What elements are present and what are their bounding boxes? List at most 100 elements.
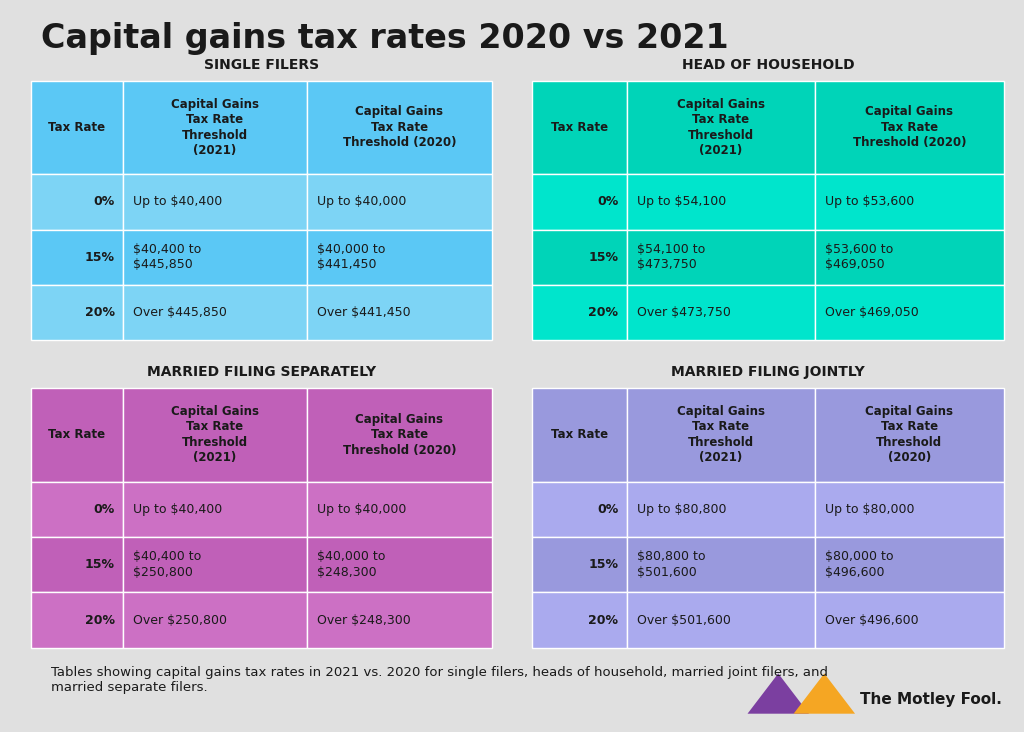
FancyBboxPatch shape xyxy=(307,482,492,537)
FancyBboxPatch shape xyxy=(123,174,307,230)
Text: HEAD OF HOUSEHOLD: HEAD OF HOUSEHOLD xyxy=(682,58,854,72)
FancyBboxPatch shape xyxy=(31,388,123,482)
FancyBboxPatch shape xyxy=(627,537,815,592)
FancyBboxPatch shape xyxy=(307,230,492,285)
FancyBboxPatch shape xyxy=(31,174,123,230)
FancyBboxPatch shape xyxy=(31,230,123,285)
Text: MARRIED FILING SEPARATELY: MARRIED FILING SEPARATELY xyxy=(146,365,376,379)
Text: Capital Gains
Tax Rate
Threshold
(2020): Capital Gains Tax Rate Threshold (2020) xyxy=(865,405,953,465)
FancyBboxPatch shape xyxy=(627,174,815,230)
FancyBboxPatch shape xyxy=(627,81,815,174)
FancyBboxPatch shape xyxy=(815,174,1004,230)
Text: The Motley Fool.: The Motley Fool. xyxy=(860,692,1002,706)
FancyBboxPatch shape xyxy=(31,537,123,592)
Polygon shape xyxy=(748,673,809,714)
FancyBboxPatch shape xyxy=(307,592,492,648)
Text: $40,000 to
$248,300: $40,000 to $248,300 xyxy=(317,550,386,579)
FancyBboxPatch shape xyxy=(627,230,815,285)
Text: Over $496,600: Over $496,600 xyxy=(825,613,919,627)
Text: Tax Rate: Tax Rate xyxy=(551,428,608,441)
Text: Capital gains tax rates 2020 vs 2021: Capital gains tax rates 2020 vs 2021 xyxy=(41,22,729,55)
Text: 20%: 20% xyxy=(589,306,618,319)
FancyBboxPatch shape xyxy=(123,537,307,592)
Text: Capital Gains
Tax Rate
Threshold
(2021): Capital Gains Tax Rate Threshold (2021) xyxy=(677,405,765,465)
FancyBboxPatch shape xyxy=(815,482,1004,537)
Polygon shape xyxy=(794,673,855,714)
FancyBboxPatch shape xyxy=(123,230,307,285)
Text: $40,000 to
$441,450: $40,000 to $441,450 xyxy=(317,243,386,272)
FancyBboxPatch shape xyxy=(532,482,627,537)
FancyBboxPatch shape xyxy=(532,174,627,230)
Text: Over $445,850: Over $445,850 xyxy=(133,306,227,319)
Text: Over $250,800: Over $250,800 xyxy=(133,613,227,627)
FancyBboxPatch shape xyxy=(532,592,627,648)
FancyBboxPatch shape xyxy=(31,285,123,340)
Text: 0%: 0% xyxy=(93,503,115,516)
Text: 0%: 0% xyxy=(597,503,618,516)
Text: Over $501,600: Over $501,600 xyxy=(637,613,731,627)
FancyBboxPatch shape xyxy=(123,388,307,482)
Text: $40,400 to
$250,800: $40,400 to $250,800 xyxy=(133,550,202,579)
Text: SINGLE FILERS: SINGLE FILERS xyxy=(204,58,318,72)
FancyBboxPatch shape xyxy=(627,592,815,648)
Text: Capital Gains
Tax Rate
Threshold
(2021): Capital Gains Tax Rate Threshold (2021) xyxy=(171,405,259,465)
Text: Up to $40,000: Up to $40,000 xyxy=(317,195,407,209)
Text: Up to $80,800: Up to $80,800 xyxy=(637,503,726,516)
Text: 20%: 20% xyxy=(589,613,618,627)
FancyBboxPatch shape xyxy=(815,388,1004,482)
FancyBboxPatch shape xyxy=(815,537,1004,592)
FancyBboxPatch shape xyxy=(123,81,307,174)
FancyBboxPatch shape xyxy=(532,537,627,592)
FancyBboxPatch shape xyxy=(815,81,1004,174)
Text: 0%: 0% xyxy=(597,195,618,209)
Text: 15%: 15% xyxy=(85,559,115,571)
Text: 20%: 20% xyxy=(85,306,115,319)
FancyBboxPatch shape xyxy=(307,81,492,174)
Text: Capital Gains
Tax Rate
Threshold (2020): Capital Gains Tax Rate Threshold (2020) xyxy=(343,105,456,149)
Text: $54,100 to
$473,750: $54,100 to $473,750 xyxy=(637,243,706,272)
FancyBboxPatch shape xyxy=(307,285,492,340)
Text: MARRIED FILING JOINTLY: MARRIED FILING JOINTLY xyxy=(671,365,865,379)
FancyBboxPatch shape xyxy=(307,388,492,482)
FancyBboxPatch shape xyxy=(815,285,1004,340)
FancyBboxPatch shape xyxy=(815,230,1004,285)
FancyBboxPatch shape xyxy=(627,482,815,537)
Text: $53,600 to
$469,050: $53,600 to $469,050 xyxy=(825,243,894,272)
Text: Over $473,750: Over $473,750 xyxy=(637,306,731,319)
Text: Capital Gains
Tax Rate
Threshold (2020): Capital Gains Tax Rate Threshold (2020) xyxy=(343,413,456,457)
FancyBboxPatch shape xyxy=(532,230,627,285)
Text: Capital Gains
Tax Rate
Threshold (2020): Capital Gains Tax Rate Threshold (2020) xyxy=(853,105,966,149)
Text: 15%: 15% xyxy=(85,251,115,264)
FancyBboxPatch shape xyxy=(815,592,1004,648)
Text: 0%: 0% xyxy=(93,195,115,209)
FancyBboxPatch shape xyxy=(532,81,627,174)
FancyBboxPatch shape xyxy=(31,592,123,648)
FancyBboxPatch shape xyxy=(532,285,627,340)
Text: Over $248,300: Over $248,300 xyxy=(317,613,412,627)
FancyBboxPatch shape xyxy=(307,174,492,230)
FancyBboxPatch shape xyxy=(627,388,815,482)
Text: Up to $54,100: Up to $54,100 xyxy=(637,195,726,209)
Text: 15%: 15% xyxy=(589,251,618,264)
Text: Tables showing capital gains tax rates in 2021 vs. 2020 for single filers, heads: Tables showing capital gains tax rates i… xyxy=(51,666,828,694)
Text: Up to $40,400: Up to $40,400 xyxy=(133,195,222,209)
Text: $40,400 to
$445,850: $40,400 to $445,850 xyxy=(133,243,202,272)
FancyBboxPatch shape xyxy=(627,285,815,340)
FancyBboxPatch shape xyxy=(123,592,307,648)
FancyBboxPatch shape xyxy=(31,81,123,174)
Text: Up to $40,400: Up to $40,400 xyxy=(133,503,222,516)
Text: Up to $80,000: Up to $80,000 xyxy=(825,503,914,516)
FancyBboxPatch shape xyxy=(123,285,307,340)
Text: Tax Rate: Tax Rate xyxy=(551,121,608,134)
FancyBboxPatch shape xyxy=(123,482,307,537)
Text: Over $469,050: Over $469,050 xyxy=(825,306,920,319)
FancyBboxPatch shape xyxy=(31,482,123,537)
Text: Tax Rate: Tax Rate xyxy=(48,428,105,441)
Text: $80,800 to
$501,600: $80,800 to $501,600 xyxy=(637,550,706,579)
Text: Over $441,450: Over $441,450 xyxy=(317,306,411,319)
Text: 20%: 20% xyxy=(85,613,115,627)
FancyBboxPatch shape xyxy=(307,537,492,592)
Text: Capital Gains
Tax Rate
Threshold
(2021): Capital Gains Tax Rate Threshold (2021) xyxy=(677,97,765,157)
Text: $80,000 to
$496,600: $80,000 to $496,600 xyxy=(825,550,894,579)
Text: 15%: 15% xyxy=(589,559,618,571)
